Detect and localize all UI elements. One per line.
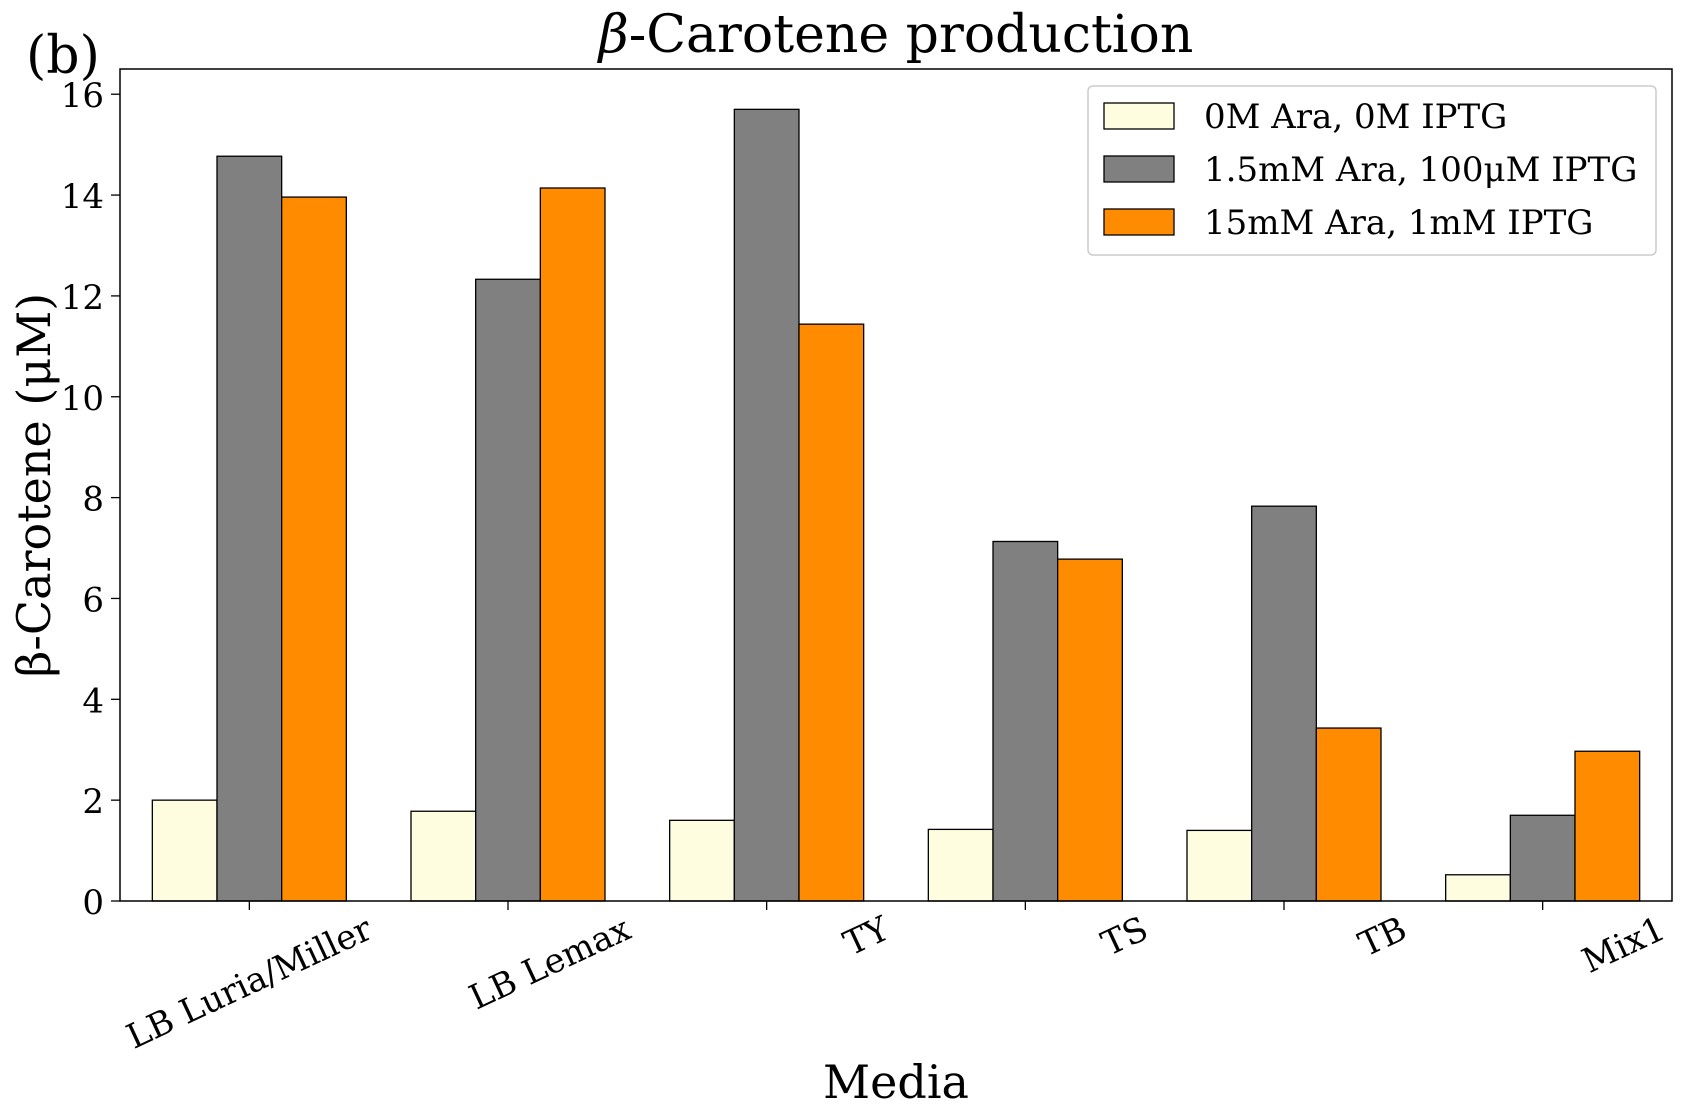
y-tick-label: 16 bbox=[61, 76, 104, 116]
panel-label: (b) bbox=[26, 26, 100, 86]
legend-label: 1.5mM Ara, 100μM IPTG bbox=[1204, 150, 1637, 190]
x-tick-label: TS bbox=[1096, 909, 1155, 965]
bar bbox=[1186, 829, 1253, 902]
x-tick-label: TB bbox=[1353, 909, 1413, 965]
y-tick-label: 6 bbox=[82, 580, 104, 620]
x-tick-label: LB Lemax bbox=[463, 909, 636, 1018]
legend-swatch bbox=[1103, 102, 1175, 130]
y-tick-label: 8 bbox=[82, 480, 104, 520]
legend-swatch bbox=[1103, 208, 1175, 236]
chart-title: β-Carotene production bbox=[597, 5, 1194, 65]
bar bbox=[539, 187, 606, 902]
bar bbox=[1315, 727, 1382, 902]
bar bbox=[798, 323, 865, 902]
bar bbox=[1057, 558, 1123, 902]
x-tick-label: Mix1 bbox=[1576, 909, 1671, 982]
bar bbox=[1251, 505, 1317, 902]
bar bbox=[410, 810, 477, 902]
y-tick-label: 4 bbox=[82, 681, 104, 721]
legend-frame bbox=[1087, 85, 1657, 256]
plot-area: 0 2 4 6 8 10 12 14 16 LB Luria/Miller LB Lemax TY TS… bbox=[61, 76, 1672, 1057]
legend-label: 0M Ara, 0M IPTG bbox=[1204, 97, 1507, 137]
bar bbox=[281, 196, 347, 902]
bar bbox=[1574, 750, 1641, 902]
bar bbox=[669, 819, 735, 902]
y-tick-label: 12 bbox=[61, 278, 104, 318]
axes-frame bbox=[119, 68, 1673, 902]
y-tick-label: 0 bbox=[82, 883, 104, 923]
bar bbox=[992, 540, 1059, 902]
y-tick-label: 2 bbox=[82, 782, 104, 822]
y-tick-label: 14 bbox=[61, 177, 104, 217]
bar bbox=[927, 828, 994, 902]
x-tick-label: TY bbox=[838, 909, 896, 965]
legend-label: 15mM Ara, 1mM IPTG bbox=[1204, 203, 1593, 243]
bar bbox=[475, 278, 541, 902]
bar bbox=[733, 108, 800, 902]
bar bbox=[1445, 874, 1511, 902]
x-tick-label: LB Luria/Miller bbox=[121, 909, 379, 1058]
x-axis-label: Media bbox=[823, 1055, 969, 1109]
bar bbox=[1509, 814, 1576, 902]
bar bbox=[216, 155, 283, 902]
y-tick-label: 10 bbox=[61, 379, 104, 419]
legend-swatch bbox=[1103, 155, 1175, 183]
y-axis-label: β-Carotene (μM) bbox=[7, 293, 61, 678]
legend: 0M Ara, 0M IPTG 1.5mM Ara, 100μM IPTG 15mM… bbox=[1087, 85, 1657, 256]
bar bbox=[151, 799, 218, 902]
